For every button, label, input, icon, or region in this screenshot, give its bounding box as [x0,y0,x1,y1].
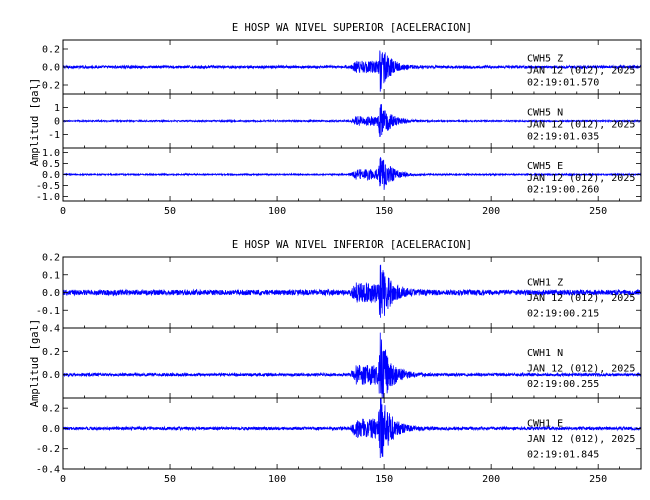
y-tick-label: 0.2 [42,45,60,56]
y-axis-label: Amplitud [gal] [29,78,41,167]
channel-station: CWH1 E [527,418,563,429]
y-tick-label: 1.0 [42,148,60,159]
y-tick-label: -1 [48,130,60,141]
x-tick-label: 150 [375,474,393,485]
y-tick-label: -0.1 [36,306,60,317]
x-tick-label: 200 [482,474,500,485]
x-tick-label: 50 [164,206,176,217]
y-tick-label: 0.4 [42,324,60,335]
channel-time: 02:19:01.035 [527,131,599,142]
channel-station: CWH5 Z [527,54,563,65]
x-tick-label: 200 [482,206,500,217]
y-tick-label: 0 [54,117,60,128]
channel-date: JAN 12 (012), 2025 [527,293,635,304]
y-tick-label: 0.2 [42,404,60,415]
channel-date: JAN 12 (012), 2025 [527,173,635,184]
channel-time: 02:19:01.845 [527,450,599,461]
x-tick-label: 50 [164,474,176,485]
x-tick-label: 250 [589,474,607,485]
y-tick-label: -0.2 [36,444,60,455]
y-tick-label: -0.5 [36,181,60,192]
channel-time: 02:19:00.255 [527,379,599,390]
channel-station: CWH5 E [527,161,563,172]
x-tick-label: 0 [60,206,66,217]
channel-time: 02:19:00.215 [527,309,599,320]
y-tick-label: 0.0 [42,424,60,435]
y-axis-label: Amplitud [gal] [29,319,41,408]
x-tick-label: 250 [589,206,607,217]
y-tick-label: 0.2 [42,347,60,358]
channel-station: CWH1 Z [527,277,563,288]
y-tick-label: 0.0 [42,288,60,299]
channel-station: CWH1 N [527,348,563,359]
channel-station: CWH5 N [527,108,563,119]
seismic-trace [62,104,642,138]
y-tick-label: 0.0 [42,170,60,181]
x-tick-label: 100 [268,474,286,485]
seismic-trace [62,50,642,92]
x-tick-label: 100 [268,206,286,217]
panel-title: E HOSP WA NIVEL SUPERIOR [ACELERACION] [232,22,472,34]
seismic-trace [62,397,642,459]
y-tick-label: 0.1 [42,270,60,281]
x-tick-label: 150 [375,206,393,217]
channel-date: JAN 12 (012), 2025 [527,434,635,445]
panel-title: E HOSP WA NIVEL INFERIOR [ACELERACION] [232,239,472,251]
y-tick-label: 1 [54,103,60,114]
seismic-trace [62,264,642,318]
seismic-trace [62,332,642,399]
x-tick-label: 0 [60,474,66,485]
y-tick-label: -1.0 [36,192,60,203]
channel-frame [62,397,642,470]
y-tick-label: -0.2 [36,81,60,92]
channel-time: 02:19:00.260 [527,185,599,196]
channel-time: 02:19:01.570 [527,77,599,88]
y-tick-label: 0.0 [42,370,60,381]
y-tick-label: -0.4 [36,465,60,476]
channel-date: JAN 12 (012), 2025 [527,65,635,76]
channel-date: JAN 12 (012), 2025 [527,363,635,374]
y-tick-label: 0.5 [42,159,60,170]
y-tick-label: 0.0 [42,63,60,74]
y-tick-label: 0.2 [42,253,60,264]
seismic-trace [62,157,642,190]
channel-date: JAN 12 (012), 2025 [527,119,635,130]
